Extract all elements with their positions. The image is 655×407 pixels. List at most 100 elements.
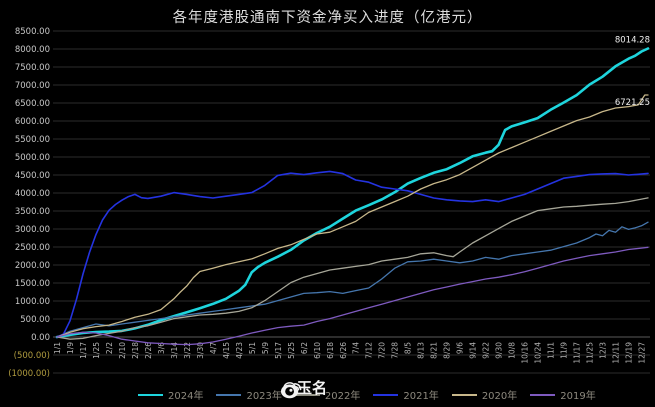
y-tick-label: 0.00	[31, 333, 50, 343]
x-tick-label: 8/5	[404, 342, 413, 354]
series-line-2023年	[56, 221, 649, 338]
x-tick-label: 10/8	[508, 342, 517, 359]
x-tick-label: 10/24	[534, 342, 543, 364]
x-tick-label: 7/20	[378, 342, 387, 359]
y-tick-label: 5000.00	[15, 153, 50, 163]
x-tick-label: 11/25	[586, 342, 595, 364]
x-tick-label: 3/14	[170, 342, 179, 359]
y-tick-label: 4500.00	[15, 171, 50, 181]
legend-item-2021年: 2021年	[373, 387, 439, 402]
x-tick-label: 12/19	[625, 342, 634, 364]
series-line-2022年	[56, 197, 649, 340]
x-tick-label: 12/11	[612, 342, 621, 364]
end-value-labels: 8014.28 6721.25	[615, 35, 650, 108]
x-tick-label: 6/10	[313, 342, 322, 359]
series-line-2019年	[56, 246, 649, 346]
x-tick-label: 11/1	[547, 342, 556, 359]
y-tick-label: 2500.00	[15, 243, 50, 253]
x-tick-label: 12/3	[599, 342, 608, 359]
x-tick-label: 1/17	[79, 342, 88, 359]
y-tick-label: 1500.00	[15, 279, 50, 289]
y-tick-label: 500.00	[20, 315, 50, 325]
y-tick-label: 2000.00	[15, 261, 50, 271]
x-tick-label: 7/4	[352, 342, 361, 354]
y-axis-labels: 8500.00 8000.00 7500.00 7000.00 6500.00 6000.…	[8, 27, 50, 379]
x-tick-label: 7/12	[365, 342, 374, 359]
legend-item-2023年: 2023年	[216, 387, 282, 402]
x-tick-label: 9/14	[469, 342, 478, 359]
x-tick-label: 4/15	[222, 342, 231, 359]
x-tick-label: 2/26	[144, 342, 153, 359]
legend-item-2024年: 2024年	[138, 387, 203, 402]
legend: 2024年 2023年 2022年 2021年 2020年 2019年	[138, 387, 596, 402]
x-tick-label: 6/2	[300, 342, 309, 354]
x-tick-label: 10/16	[521, 342, 530, 364]
series-lines	[55, 47, 650, 346]
y-tick-label: 4000.00	[15, 189, 50, 199]
y-tick-label: 7500.00	[15, 63, 50, 73]
y-tick-label: 1000.00	[15, 297, 50, 307]
x-tick-label: 5/25	[287, 342, 296, 359]
legend-swatch	[138, 393, 163, 396]
end-value-label-2024年: 8014.28	[615, 35, 650, 45]
y-tick-label: 8000.00	[15, 45, 50, 55]
y-gridlines	[53, 30, 650, 374]
x-tick-label: 1/1	[53, 342, 62, 354]
x-tick-label: 3/22	[183, 342, 192, 359]
x-tick-label: 6/18	[326, 342, 335, 359]
x-tick-label: 3/30	[196, 342, 205, 359]
x-tick-label: 8/29	[443, 342, 452, 359]
chart-title: 各年度港股通南下资金净买入进度（亿港元）	[172, 10, 483, 26]
end-value-label-2020年: 6721.25	[615, 98, 650, 108]
x-tick-label: 9/30	[495, 342, 504, 359]
legend-item-2020年: 2020年	[451, 387, 518, 402]
series-line-2021年	[56, 170, 649, 338]
legend-item-2022年: 2022年	[294, 387, 361, 402]
x-tick-label: 2/18	[131, 342, 140, 359]
y-tick-label: 3500.00	[15, 207, 50, 217]
x-tick-label: 8/21	[430, 342, 439, 359]
y-tick-label: 3000.00	[15, 225, 50, 235]
legend-label: 2020年	[481, 391, 518, 402]
x-tick-label: 12/27	[638, 342, 647, 364]
x-tick-label: 5/1	[248, 342, 257, 354]
series-line-2020年	[56, 94, 649, 338]
legend-label: 2023年	[246, 391, 282, 402]
x-tick-label: 11/9	[560, 342, 569, 359]
y-tick-label: 6500.00	[15, 99, 50, 109]
x-tick-label: 9/22	[482, 342, 491, 359]
x-tick-label: 9/6	[456, 342, 465, 354]
watermark: @玉名	[280, 377, 327, 399]
x-tick-label: 2/2	[105, 342, 114, 354]
weibo-icon	[280, 382, 302, 399]
legend-item-2019年: 2019年	[530, 387, 596, 402]
legend-swatch	[216, 393, 242, 396]
y-tick-label: (1000.00)	[8, 369, 50, 379]
x-tick-label: 4/23	[235, 342, 244, 359]
x-tick-label: 5/9	[261, 342, 270, 354]
x-tick-label: 4/7	[209, 342, 218, 354]
y-tick-label: 7000.00	[15, 81, 50, 91]
legend-swatch	[373, 393, 399, 396]
legend-swatch	[530, 393, 556, 396]
x-tick-label: 6/26	[339, 342, 348, 359]
y-tick-label: 6000.00	[15, 117, 50, 127]
y-tick-label: 8500.00	[15, 27, 50, 37]
x-tick-label: 3/6	[157, 342, 166, 354]
legend-label: 2024年	[168, 391, 204, 402]
x-tick-label: 2/10	[118, 342, 127, 359]
x-tick-label: 5/17	[274, 342, 283, 359]
legend-label: 2022年	[324, 391, 361, 402]
legend-swatch	[294, 393, 320, 396]
legend-label: 2021年	[403, 391, 439, 402]
legend-label: 2019年	[560, 391, 596, 402]
y-tick-label: 5500.00	[15, 135, 50, 145]
legend-swatch	[451, 393, 477, 396]
x-axis-labels: 1/1 1/9 1/17 1/25 2/2 2/10 2/18 2/26 3/6 3/14 3/22…	[53, 342, 647, 364]
x-tick-label: 8/13	[417, 342, 426, 359]
x-tick-label: 7/28	[391, 342, 400, 359]
x-tick-label: 11/17	[573, 342, 582, 364]
y-tick-label: (500.00)	[14, 351, 50, 361]
